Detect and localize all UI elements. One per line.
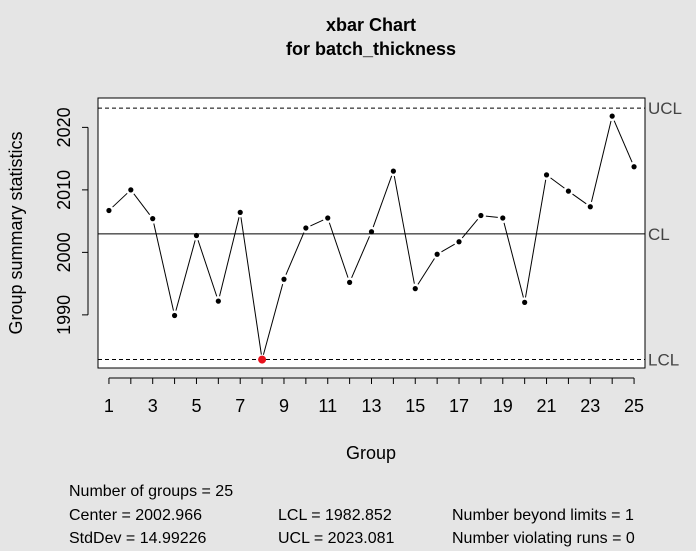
y-tick-label: 1990: [54, 295, 74, 335]
series-segment: [417, 258, 435, 285]
data-point: [412, 286, 418, 292]
ucl-label: UCL: [648, 99, 682, 118]
series-segment: [393, 175, 415, 284]
series-segment: [461, 219, 479, 239]
x-axis-label: Group: [346, 443, 396, 463]
y-tick-label: 2000: [54, 232, 74, 272]
series-segment: [351, 236, 370, 278]
data-point: [434, 251, 440, 257]
series-segment: [240, 217, 262, 355]
data-point: [347, 279, 353, 285]
x-tick-label: 21: [537, 396, 557, 416]
series-segment: [285, 232, 305, 275]
data-point: [106, 207, 112, 214]
x-tick-label: 7: [235, 396, 245, 416]
stat-ucl: UCL = 2023.081: [278, 530, 394, 547]
series-segment: [219, 217, 240, 297]
chart-subtitle: for batch_thickness: [286, 39, 456, 59]
series-segment: [328, 222, 349, 278]
y-tick-label: 2020: [54, 107, 74, 147]
data-point: [609, 113, 615, 119]
data-point: [150, 216, 156, 222]
series-segment: [572, 193, 587, 205]
x-tick-label: 19: [493, 396, 513, 416]
violation-point: [258, 355, 267, 364]
series-segment: [112, 192, 128, 208]
stat-stddev: StdDev = 14.99226: [69, 530, 207, 547]
data-point: [368, 229, 375, 235]
x-tick-label: 9: [279, 396, 289, 416]
stat-violating-runs: Number violating runs = 0: [452, 530, 635, 547]
x-tick-label: 3: [148, 396, 158, 416]
x-tick-label: 11: [318, 396, 337, 416]
data-point: [587, 204, 593, 210]
x-tick-label: 15: [405, 396, 425, 416]
data-point: [215, 298, 221, 304]
data-point: [171, 312, 178, 319]
series-segment: [197, 240, 218, 297]
series-segment: [503, 222, 524, 298]
stat-lcl: LCL = 1982.852: [278, 507, 392, 524]
cl-label: CL: [648, 225, 670, 244]
data-point: [303, 225, 309, 231]
data-point: [237, 209, 243, 215]
series-segment: [372, 175, 393, 228]
x-tick-label: 1: [104, 396, 114, 416]
data-point: [543, 172, 550, 178]
data-point: [281, 276, 287, 282]
series-segment: [525, 179, 547, 298]
x-tick-label: 25: [624, 396, 644, 416]
data-point: [193, 232, 200, 239]
data-point: [631, 164, 637, 170]
x-tick-label: 13: [361, 396, 381, 416]
stat-number-of-groups: Number of groups = 25: [69, 483, 233, 500]
data-point: [565, 188, 572, 194]
series-segment: [485, 215, 498, 218]
series-segment: [133, 193, 151, 215]
data-point: [478, 212, 484, 219]
data-point: [325, 215, 331, 221]
series-segment: [441, 243, 455, 253]
stat-beyond-limits: Number beyond limits = 1: [452, 507, 634, 524]
x-tick-label: 23: [580, 396, 600, 416]
data-point: [522, 299, 528, 305]
y-tick-label: 2010: [54, 170, 74, 210]
series-segment: [550, 177, 565, 189]
series-segment: [590, 120, 612, 203]
y-axis-label: Group summary statistics: [6, 131, 26, 334]
data-point: [128, 187, 134, 193]
series-segment: [310, 219, 324, 227]
x-tick-label: 17: [449, 396, 469, 416]
series-segment: [175, 240, 196, 311]
lcl-label: LCL: [648, 351, 679, 370]
chart-title: xbar Chart: [326, 15, 416, 35]
data-point: [500, 215, 506, 221]
series-segment: [262, 283, 284, 355]
x-tick-label: 5: [191, 396, 201, 416]
data-point: [390, 168, 396, 174]
data-point: [456, 239, 462, 245]
series-segment: [613, 120, 633, 163]
series-segment: [153, 223, 174, 311]
stat-center: Center = 2002.966: [69, 507, 202, 524]
